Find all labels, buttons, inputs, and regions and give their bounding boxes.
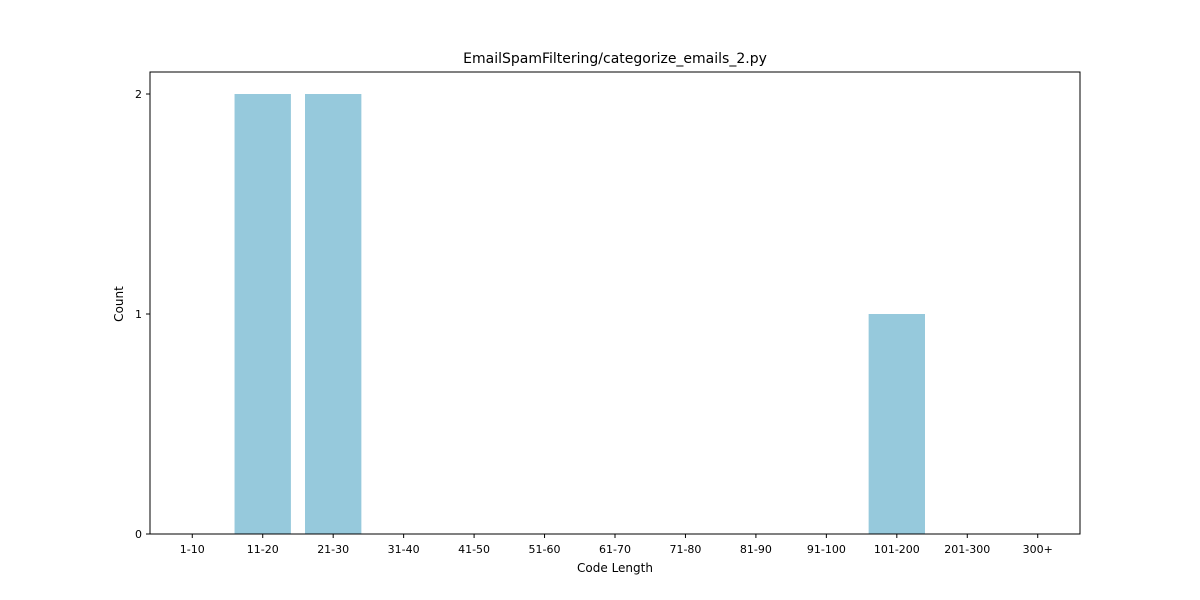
x-tick-label: 71-80 [669,543,701,556]
x-axis-ticks: 1-10 11-20 21-30 31-40 41-50 51-60 61-70 71-80 8… [180,534,1053,556]
x-tick-label: 101-200 [874,543,920,556]
axes-frame [149,71,1081,535]
y-tick-label: 1 [135,308,142,321]
x-tick-label: 31-40 [388,543,420,556]
bar-21-30 [305,94,362,534]
x-tick-label: 81-90 [740,543,772,556]
x-tick-label: 51-60 [529,543,561,556]
bar-101-200 [868,314,925,534]
y-tick-label: 0 [135,528,142,541]
y-axis-ticks: 0 1 2 [135,88,150,541]
x-tick-label: 1-10 [180,543,205,556]
x-tick-label: 61-70 [599,543,631,556]
x-tick-label: 41-50 [458,543,490,556]
x-tick-label: 21-30 [317,543,349,556]
x-tick-label: 91-100 [807,543,846,556]
y-tick-label: 2 [135,88,142,101]
y-axis-label: Count [112,286,126,322]
plot-area: 1-10 11-20 21-30 31-40 41-50 51-60 61-70 71-80 8… [135,71,1081,556]
x-tick-label: 201-300 [944,543,990,556]
chart-title: EmailSpamFiltering/categorize_emails_2.p… [463,51,767,67]
x-axis-label: Code Length [577,561,653,575]
x-tick-label: 300+ [1023,543,1053,556]
bar-11-20 [234,94,291,534]
x-tick-label: 11-20 [247,543,279,556]
bars-group [234,94,925,534]
